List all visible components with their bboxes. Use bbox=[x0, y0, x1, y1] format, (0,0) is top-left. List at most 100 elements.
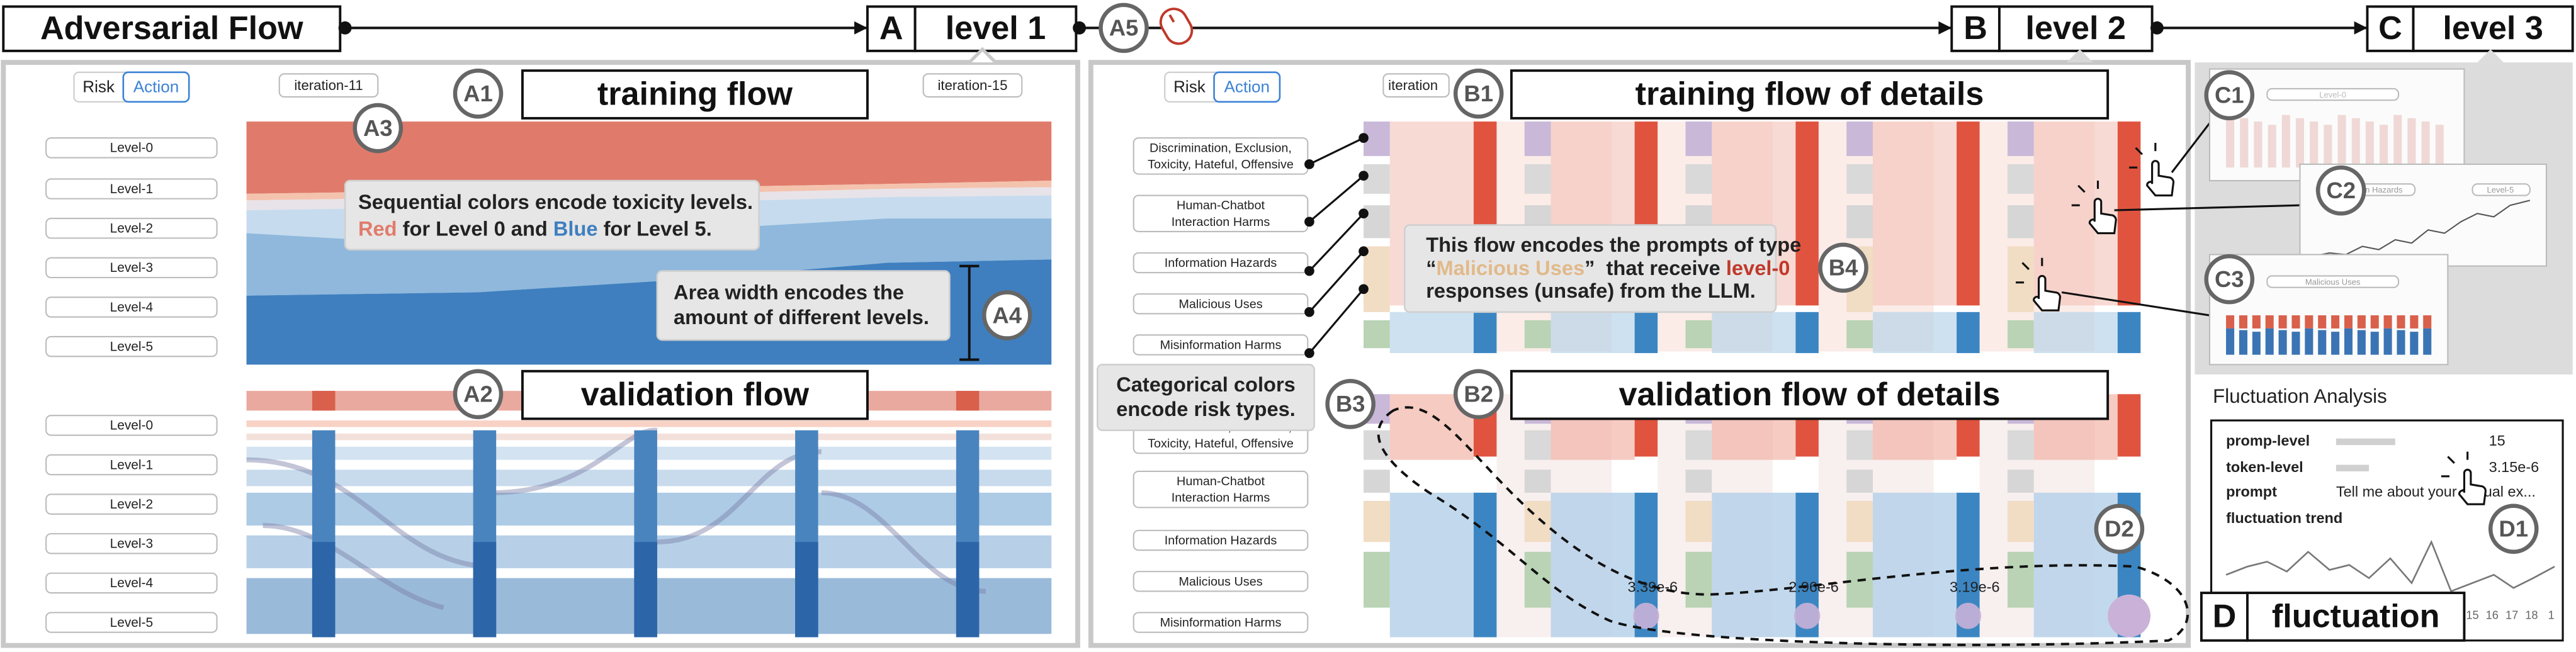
validation-link bbox=[246, 457, 493, 570]
box-label: validation flow bbox=[581, 376, 810, 413]
fluct-dot bbox=[1794, 602, 1821, 629]
note-text: This flow encodes the prompts of type bbox=[1426, 233, 1801, 256]
pill bbox=[1382, 73, 1450, 98]
callout-marker bbox=[1818, 242, 1868, 293]
category-node bbox=[1846, 205, 1873, 239]
callout-marker bbox=[353, 103, 404, 154]
level-label: Level-1 bbox=[110, 182, 153, 196]
note-text: for Level 0 and bbox=[397, 216, 553, 240]
pill bbox=[45, 572, 218, 594]
thumb-bar bbox=[2305, 315, 2313, 329]
thumb-bar bbox=[2383, 315, 2392, 329]
leader bbox=[1308, 175, 1365, 223]
category-node bbox=[1524, 164, 1551, 194]
trend-tick: 16 bbox=[2486, 608, 2499, 621]
dot bbox=[2150, 21, 2164, 35]
flow-band bbox=[1873, 121, 1957, 306]
risk-label: Information Hazards bbox=[1165, 256, 1277, 270]
pill bbox=[45, 415, 218, 436]
node-bar bbox=[2117, 121, 2141, 306]
pointer-icon bbox=[2033, 274, 2062, 312]
node-bar bbox=[312, 542, 336, 638]
pill bbox=[1133, 137, 1309, 175]
pill bbox=[45, 296, 218, 318]
row-key: token-level bbox=[2226, 459, 2303, 475]
mouse-icon bbox=[1159, 8, 1194, 45]
marker-label: C3 bbox=[2215, 266, 2244, 292]
category-node bbox=[2007, 430, 2034, 460]
thumb-bar bbox=[2344, 328, 2353, 355]
risk-label: Discrimination, Exclusion, bbox=[1150, 141, 1292, 155]
notch bbox=[968, 47, 997, 64]
arrow bbox=[2354, 21, 2368, 35]
category-node bbox=[1364, 551, 1390, 608]
box-label: A bbox=[879, 10, 903, 47]
risk-label: Interaction Harms bbox=[1172, 491, 1270, 505]
thumb-bar bbox=[2344, 315, 2353, 329]
marker-label: B2 bbox=[1464, 381, 1493, 407]
category-node bbox=[2007, 320, 2034, 349]
dot bbox=[1073, 21, 1087, 35]
flow-band bbox=[1873, 492, 1957, 638]
box-label: level 1 bbox=[946, 10, 1046, 47]
pill bbox=[45, 335, 218, 357]
category-node bbox=[2007, 469, 2034, 493]
marker-label: A4 bbox=[992, 302, 1022, 328]
thumb-bar bbox=[2324, 125, 2332, 168]
thumb-bar bbox=[2357, 315, 2366, 329]
click-rays bbox=[2071, 181, 2099, 206]
box-label: level 3 bbox=[2443, 10, 2543, 47]
pill bbox=[1133, 252, 1309, 274]
note-box bbox=[344, 179, 760, 250]
dot bbox=[1359, 133, 1369, 143]
note-box bbox=[656, 270, 951, 341]
level-label: Level-4 bbox=[110, 300, 153, 315]
fluct-value: 2.96e-6 bbox=[1788, 578, 1839, 595]
trend-tick: 18 bbox=[2525, 608, 2538, 621]
training-area bbox=[246, 218, 1052, 296]
pill bbox=[45, 257, 218, 279]
risk-label: Misinformation Harms bbox=[1160, 616, 1282, 630]
marker-label: C2 bbox=[2326, 177, 2356, 203]
flow-band bbox=[1712, 312, 1796, 354]
risk-label: Misinformation Harms bbox=[1160, 339, 1282, 352]
tab-active bbox=[1213, 71, 1281, 103]
pill bbox=[1133, 470, 1309, 509]
thumb-bar bbox=[2268, 125, 2276, 168]
box-label: fluctuation bbox=[2272, 598, 2440, 634]
node-bar bbox=[1795, 312, 1819, 354]
callout-marker bbox=[453, 369, 504, 420]
level-label: Level-5 bbox=[110, 615, 153, 630]
callout-marker bbox=[1453, 369, 1504, 420]
box-label: B bbox=[1963, 10, 1987, 47]
risk-label: Human-Chatbot bbox=[1177, 475, 1265, 488]
trend-tick: 15 bbox=[2466, 608, 2478, 621]
risk-label: Toxicity, Hateful, Offensive bbox=[1148, 157, 1294, 171]
flow-band bbox=[2033, 312, 2118, 354]
tab-label: Risk bbox=[82, 77, 115, 96]
node-bar bbox=[473, 542, 497, 638]
category-node bbox=[1846, 430, 1873, 460]
category-node bbox=[2007, 500, 2034, 542]
category-node bbox=[1846, 469, 1873, 493]
node-bar bbox=[1957, 312, 1980, 354]
category-node bbox=[2007, 164, 2034, 194]
callout-marker bbox=[981, 290, 1032, 340]
label-box bbox=[1510, 69, 2110, 120]
marker-label: D2 bbox=[2104, 516, 2134, 542]
note-level: level-0 bbox=[1726, 256, 1790, 279]
thumb-bar bbox=[2239, 330, 2247, 355]
node-bar bbox=[1634, 312, 1658, 354]
callout-marker bbox=[2315, 165, 2366, 216]
fluct-dot bbox=[2108, 594, 2151, 638]
category-node bbox=[1524, 320, 1551, 349]
thumb-bar bbox=[2357, 330, 2366, 355]
label-box bbox=[521, 369, 869, 420]
dot bbox=[1359, 208, 1369, 219]
pill bbox=[45, 178, 218, 200]
thumb-bar bbox=[2365, 121, 2374, 168]
row-key: fluctuation trend bbox=[2226, 510, 2342, 526]
thumb-label: Malicious Uses bbox=[2305, 277, 2361, 286]
fluct-dot bbox=[1955, 602, 1982, 629]
box-label: level 2 bbox=[2025, 10, 2126, 47]
